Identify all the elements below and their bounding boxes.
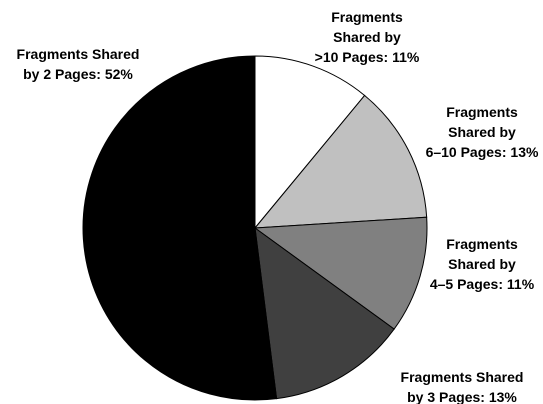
pie-slice	[82, 55, 278, 401]
pie-slice	[253, 94, 428, 229]
label-line: by 3 Pages:	[407, 389, 485, 404]
label-line: Fragments	[446, 236, 518, 252]
value-label: 11%	[507, 276, 535, 292]
pie-slice	[254, 226, 395, 400]
value-label: 13%	[510, 144, 539, 160]
label-line: 6–10 Pages:	[426, 144, 507, 160]
value-label: 11%	[392, 49, 420, 65]
label-line: Fragments	[331, 9, 403, 25]
label-line: >10 Pages:	[315, 49, 389, 65]
pie-slice	[254, 55, 366, 230]
slice-label: Fragments Shared by >10 Pages: 11%	[315, 9, 420, 65]
slice-label: Fragments Shared by 3 Pages: 13%	[401, 369, 524, 404]
label-line: Shared by	[333, 29, 401, 45]
label-line: Shared by	[448, 124, 516, 140]
label-line: Shared by	[448, 256, 516, 272]
label-line: 4–5 Pages:	[430, 276, 503, 292]
label-line: Fragments Shared	[401, 369, 524, 385]
pie-slice	[253, 216, 428, 330]
value-label: 52%	[105, 66, 134, 82]
label-line: by 2 Pages:	[23, 66, 101, 82]
value-label: 13%	[489, 389, 518, 404]
slice-label: Fragments Shared by 2 Pages: 52%	[17, 46, 140, 82]
slice-label: Fragments Shared by 6–10 Pages: 13%	[426, 104, 539, 160]
label-line: Fragments Shared	[17, 46, 140, 62]
label-line: Fragments	[446, 104, 518, 120]
slice-label: Fragments Shared by 4–5 Pages: 11%	[430, 236, 535, 292]
